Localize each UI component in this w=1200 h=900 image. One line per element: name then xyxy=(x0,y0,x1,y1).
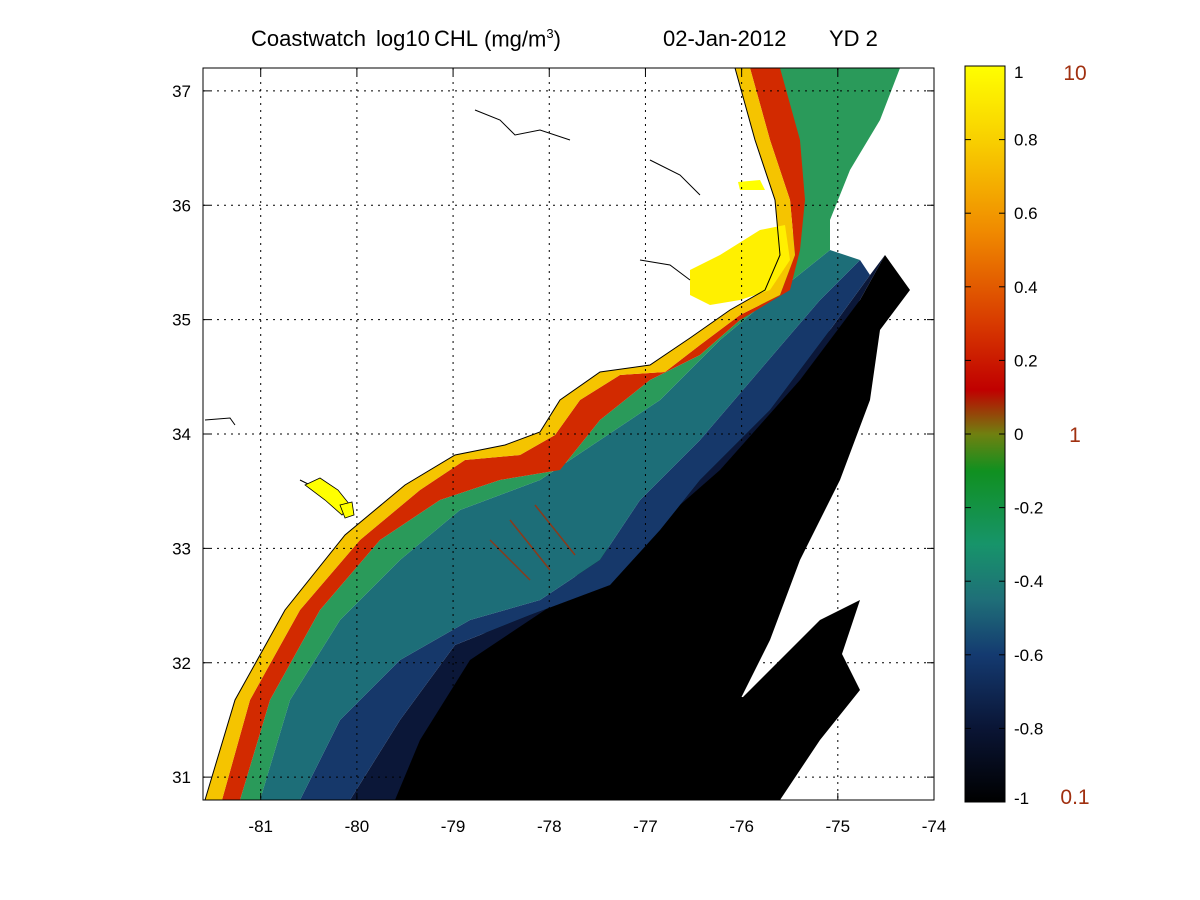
title-units-exp: 3 xyxy=(546,26,554,41)
y-tick-label: 35 xyxy=(172,311,191,330)
map-ticks xyxy=(203,68,935,800)
title-units-suffix: ) xyxy=(553,26,561,52)
x-tick-label: -80 xyxy=(345,817,370,836)
x-axis-labels: -81 -80 -79 -78 -77 -76 -75 -74 xyxy=(248,817,946,836)
x-tick-label: -81 xyxy=(248,817,273,836)
title-variable: CHL xyxy=(434,26,479,51)
y-tick-label: 32 xyxy=(172,654,191,673)
colorbar-tick-label: 0.8 xyxy=(1014,131,1038,150)
colorbar-tick-label: 0.6 xyxy=(1014,204,1038,223)
x-tick-label: -75 xyxy=(826,817,851,836)
colorbar-tick-label: 0.2 xyxy=(1014,351,1038,370)
inland-waters xyxy=(204,109,701,501)
y-tick-label: 36 xyxy=(172,196,191,215)
title-product: Coastwatch xyxy=(251,26,366,51)
map-grid xyxy=(203,68,934,800)
x-tick-label: -79 xyxy=(441,817,466,836)
coastline xyxy=(204,68,781,800)
y-axis-labels: 37 36 35 34 33 32 31 xyxy=(172,82,191,787)
colorbar-tick-label: -1 xyxy=(1014,789,1029,808)
title-date: 02-Jan-2012 xyxy=(663,26,787,51)
transect-lines xyxy=(489,504,576,581)
offshore-patches xyxy=(480,600,860,800)
y-tick-label: 31 xyxy=(172,768,191,787)
colorbar-linear-labels: 10 1 0.1 xyxy=(1060,62,1089,809)
x-tick-label: -78 xyxy=(537,817,562,836)
pamlico-sound xyxy=(690,225,790,305)
y-tick-label: 37 xyxy=(172,82,191,101)
albemarle-sound xyxy=(738,180,765,190)
x-tick-label: -74 xyxy=(922,817,947,836)
x-tick-label: -77 xyxy=(633,817,658,836)
map-panel xyxy=(203,68,934,800)
colorbar-linear-label: 0.1 xyxy=(1060,786,1089,809)
outer-blue-band xyxy=(300,260,870,800)
title-quantity: log10 xyxy=(376,26,430,51)
colorbar-linear-label: 10 xyxy=(1063,62,1086,85)
title-yearday: YD 2 xyxy=(829,26,878,51)
title-units: (mg/m3) xyxy=(484,26,561,52)
colorbar-tick-label: -0.2 xyxy=(1014,499,1043,518)
lake-moultrie xyxy=(339,501,355,519)
colorbar-labels: 1 0.8 0.6 0.4 0.2 0 -0.2 -0.4 -0.6 -0.8 -1 xyxy=(965,63,1043,808)
colorbar-tick-label: -0.8 xyxy=(1014,719,1043,738)
colorbar-linear-label: 1 xyxy=(1069,424,1081,447)
y-tick-label: 34 xyxy=(172,425,191,444)
shelf-green-band xyxy=(240,68,900,800)
title-units-prefix: (mg/m xyxy=(484,26,547,52)
midshelf-band xyxy=(260,250,860,800)
x-tick-label: -76 xyxy=(729,817,754,836)
colorbar-tick-label: -0.4 xyxy=(1014,572,1043,591)
slope-navy-band xyxy=(350,255,885,800)
colorbar-gradient xyxy=(965,66,1005,802)
colorbar-tick-label: -0.6 xyxy=(1014,646,1043,665)
colorbar-tick-label: 0.4 xyxy=(1014,278,1038,297)
colorbar-tick-label: 0 xyxy=(1014,425,1023,444)
y-tick-label: 33 xyxy=(172,539,191,558)
colorbar-tick-label: 1 xyxy=(1014,63,1023,82)
